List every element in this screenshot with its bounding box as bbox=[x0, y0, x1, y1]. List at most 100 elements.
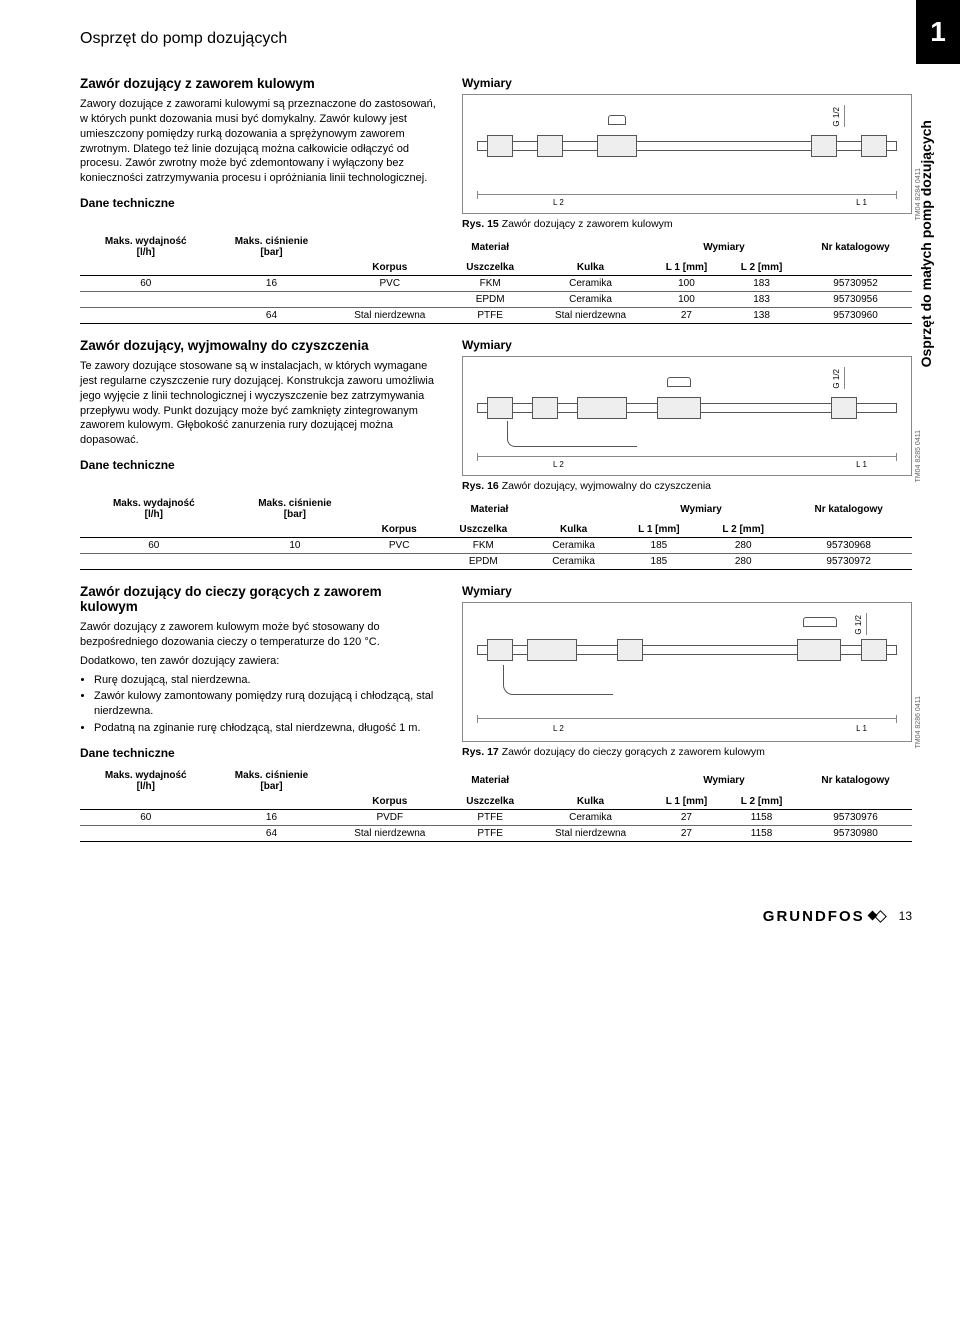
table-cell bbox=[80, 308, 212, 324]
brand-text: GRUNDFOS bbox=[763, 908, 865, 925]
fig16-l1: L 1 bbox=[856, 460, 867, 469]
table-cell: Stal nierdzewna bbox=[532, 308, 649, 324]
table-cell bbox=[228, 554, 363, 570]
table-cell: 185 bbox=[617, 538, 701, 554]
table-cell bbox=[80, 554, 228, 570]
table-cell: EPDM bbox=[448, 292, 532, 308]
table-cell: 183 bbox=[724, 276, 799, 292]
table-cell: 183 bbox=[724, 292, 799, 308]
fig15-box: G 1/2 L 2 L 1 bbox=[462, 94, 912, 214]
table-cell: 95730968 bbox=[785, 538, 912, 554]
table-cell bbox=[362, 554, 436, 570]
table-cell: FKM bbox=[448, 276, 532, 292]
sec3-title: Zawór dozujący do cieczy gorących z zawo… bbox=[80, 584, 440, 614]
table-cell: 280 bbox=[701, 538, 785, 554]
table-row: 6016PVCFKMCeramika10018395730952 bbox=[80, 276, 912, 292]
sec1-wymiary: Wymiary bbox=[462, 76, 912, 90]
fig17-cap: Zawór dozujący do cieczy gorących z zawo… bbox=[502, 746, 765, 758]
table-head: Maks. wydajność[l/h] Maks. ciśnienie[bar… bbox=[80, 234, 912, 276]
fig16-l2: L 2 bbox=[553, 460, 564, 469]
sec1-title: Zawór dozujący z zaworem kulowym bbox=[80, 76, 440, 91]
sec2-dane: Dane techniczne bbox=[80, 458, 440, 472]
table-cell: Ceramika bbox=[530, 554, 616, 570]
list-item: Zawór kulowy zamontowany pomiędzy rurą d… bbox=[94, 689, 440, 719]
sec2-body: Te zawory dozujące stosowane są w instal… bbox=[80, 359, 440, 448]
sec2-wymiary: Wymiary bbox=[462, 338, 912, 352]
table-cell: 60 bbox=[80, 276, 212, 292]
table-cell: PTFE bbox=[448, 825, 532, 841]
table-cell: 1158 bbox=[724, 809, 799, 825]
table-cell: Stal nierdzewna bbox=[532, 825, 649, 841]
table-cell: 64 bbox=[212, 825, 332, 841]
table-cell: 100 bbox=[649, 292, 724, 308]
table-row: EPDMCeramika18528095730972 bbox=[80, 554, 912, 570]
table-cell: PTFE bbox=[448, 308, 532, 324]
fig17-l2: L 2 bbox=[553, 724, 564, 733]
page-number: 13 bbox=[899, 909, 912, 923]
table-cell: 27 bbox=[649, 825, 724, 841]
fig17-g12: G 1/2 bbox=[854, 615, 863, 635]
table-cell: PVC bbox=[362, 538, 436, 554]
list-item: Podatną na zginanie rurę chłodzącą, stal… bbox=[94, 721, 440, 736]
table-cell bbox=[80, 292, 212, 308]
table-cell: Ceramika bbox=[530, 538, 616, 554]
sec3-table: Maks. wydajność[l/h] Maks. ciśnienie[bar… bbox=[80, 768, 912, 842]
fig17-tm: TM04 8286 0411 bbox=[915, 696, 922, 748]
fig17-caption: Rys. 17 Zawór dozujący do cieczy gorącyc… bbox=[462, 746, 912, 758]
fig15-g12: G 1/2 bbox=[832, 107, 841, 127]
fig15-no: Rys. 15 bbox=[462, 218, 499, 230]
table-cell: 185 bbox=[617, 554, 701, 570]
table-row: 6010PVCFKMCeramika18528095730968 bbox=[80, 538, 912, 554]
sec3-wymiary: Wymiary bbox=[462, 584, 912, 598]
fig16-g12: G 1/2 bbox=[832, 369, 841, 389]
sec1-body: Zawory dozujące z zaworami kulowymi są p… bbox=[80, 97, 440, 186]
fig15-tm: TM04 8284 0411 bbox=[915, 168, 922, 220]
table-cell: 1158 bbox=[724, 825, 799, 841]
table-cell: Stal nierdzewna bbox=[331, 308, 448, 324]
table-cell: 27 bbox=[649, 809, 724, 825]
table-cell: 60 bbox=[80, 538, 228, 554]
table-cell: 95730976 bbox=[799, 809, 912, 825]
sec3-body2: Dodatkowo, ten zawór dozujący zawiera: bbox=[80, 654, 440, 669]
table-cell: 16 bbox=[212, 276, 332, 292]
sec2-table: Maks. wydajność[l/h] Maks. ciśnienie[bar… bbox=[80, 496, 912, 570]
table-row: 64Stal nierdzewnaPTFEStal nierdzewna2711… bbox=[80, 825, 912, 841]
table-cell bbox=[331, 292, 448, 308]
table-row: EPDMCeramika10018395730956 bbox=[80, 292, 912, 308]
sec3-body: Zawór dozujący z zaworem kulowym może by… bbox=[80, 620, 440, 650]
table-cell: 95730980 bbox=[799, 825, 912, 841]
table-cell: Ceramika bbox=[532, 276, 649, 292]
table-cell bbox=[80, 825, 212, 841]
fig16-tm: TM04 8285 0411 bbox=[915, 430, 922, 482]
table-cell: EPDM bbox=[436, 554, 530, 570]
sec1-table: Maks. wydajność[l/h] Maks. ciśnienie[bar… bbox=[80, 234, 912, 324]
fig16-caption: Rys. 16 Zawór dozujący, wyjmowalny do cz… bbox=[462, 480, 912, 492]
fig17-l1: L 1 bbox=[856, 724, 867, 733]
fig15-caption: Rys. 15 Zawór dozujący z zaworem kulowym bbox=[462, 218, 912, 230]
fig17-no: Rys. 17 bbox=[462, 746, 499, 758]
table-cell: 16 bbox=[212, 809, 332, 825]
table-cell: Stal nierdzewna bbox=[331, 825, 448, 841]
brand-logo: GRUNDFOS bbox=[763, 908, 885, 925]
sec1-tbody: 6016PVCFKMCeramika10018395730952EPDMCera… bbox=[80, 276, 912, 324]
table-head: Maks. wydajność[l/h] Maks. ciśnienie[bar… bbox=[80, 768, 912, 810]
sec3-dane: Dane techniczne bbox=[80, 746, 440, 760]
table-cell: Ceramika bbox=[532, 292, 649, 308]
table-row: 64Stal nierdzewnaPTFEStal nierdzewna2713… bbox=[80, 308, 912, 324]
fig17-box: G 1/2 L 2 L 1 bbox=[462, 602, 912, 742]
sec3-bullets: Rurę dozującą, stal nierdzewna.Zawór kul… bbox=[80, 673, 440, 736]
table-cell bbox=[212, 292, 332, 308]
table-cell: 138 bbox=[724, 308, 799, 324]
table-cell: 64 bbox=[212, 308, 332, 324]
footer: GRUNDFOS 13 bbox=[0, 896, 960, 943]
table-cell: 10 bbox=[228, 538, 363, 554]
table-cell: 95730972 bbox=[785, 554, 912, 570]
fig15-l2: L 2 bbox=[553, 198, 564, 207]
sec2-tbody: 6010PVCFKMCeramika18528095730968EPDMCera… bbox=[80, 538, 912, 570]
table-cell: 100 bbox=[649, 276, 724, 292]
fig16-cap: Zawór dozujący, wyjmowalny do czyszczeni… bbox=[502, 480, 711, 492]
table-cell: 280 bbox=[701, 554, 785, 570]
fig16-no: Rys. 16 bbox=[462, 480, 499, 492]
table-row: 6016PVDFPTFECeramika27115895730976 bbox=[80, 809, 912, 825]
table-cell: FKM bbox=[436, 538, 530, 554]
